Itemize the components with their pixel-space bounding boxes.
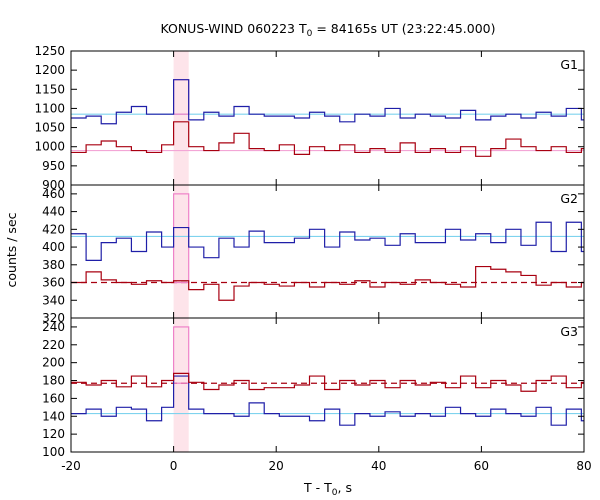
y-tick-label: 220 [42,338,65,352]
x-tick-label: 0 [170,459,178,473]
series-step-blue [71,221,584,261]
panel-g3: 100 120 140 160 180 200 220 240 G3 [42,317,585,459]
x-tick-label: 60 [474,459,489,473]
y-tick-label: 1000 [34,140,65,154]
y-tick-label: 340 [42,293,65,307]
panels-group: 900 950 1000 1050 1100 1150 1200 1250 G1 320 340 36… [34,44,585,459]
y-tick-label: 200 [42,356,65,370]
y-axis-title: counts / sec [4,212,19,287]
x-tick-label: 40 [371,459,386,473]
y-tick-label: 1200 [34,63,65,77]
y-tick-label: 1250 [34,44,65,58]
y-tick-label: 420 [42,222,65,236]
y-tick-label: 1100 [34,101,65,115]
x-tick-label: 20 [269,459,284,473]
series-step-red [71,265,584,301]
series-step-blue [71,79,584,125]
panel-g2: 320 340 360 380 400 420 440 460 G2 [42,184,585,325]
y-tick-label: 240 [42,320,65,334]
y-tick-label: 900 [42,178,65,192]
y-tick-label: 360 [42,276,65,290]
panel-label: G3 [560,324,578,339]
y-tick-label: 160 [42,391,65,405]
x-axis: -20 0 20 40 60 80 [61,459,591,473]
y-tick-label: 1050 [34,121,65,135]
y-tick-label: 180 [42,374,65,388]
y-tick-label: 140 [42,409,65,423]
y-tick-label: 440 [42,205,65,219]
burst-interval-highlight [173,318,189,452]
y-tick-label: 1150 [34,82,65,96]
burst-interval-highlight [173,185,189,318]
panel-label: G2 [560,191,578,206]
y-tick-label: 400 [42,240,65,254]
y-tick-label: 120 [42,427,65,441]
panel-g1: 900 950 1000 1050 1100 1150 1200 1250 G1 [34,44,585,192]
y-tick-label: 320 [42,311,65,325]
x-axis-title: T - T0, s [303,480,352,498]
y-tick-label: 950 [42,159,65,173]
y-tick-label: 380 [42,258,65,272]
x-tick-label: -20 [61,459,81,473]
panel-label: G1 [560,57,578,72]
y-tick-label: 460 [42,187,65,201]
series-step-red [71,121,584,157]
panel-frame [70,184,585,319]
burst-band [173,326,190,384]
series-step-red [71,372,584,392]
panel-frame [70,50,585,186]
chart-title: KONUS-WIND 060223 T0 = 84165s UT (23:22:… [160,21,495,39]
burst-interval-highlight [173,51,189,185]
panel-frame [70,317,585,453]
series-step-blue [71,375,584,426]
x-tick-label: 80 [576,459,591,473]
y-tick-label: 100 [42,445,65,459]
